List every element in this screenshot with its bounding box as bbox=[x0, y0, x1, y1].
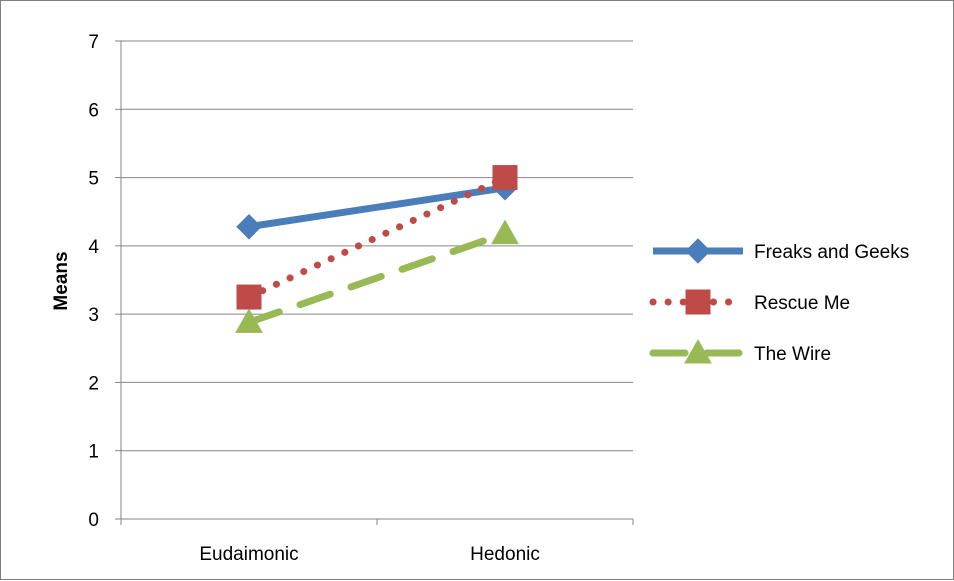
y-tick-label: 3 bbox=[88, 305, 99, 326]
y-tick-label: 7 bbox=[88, 32, 99, 53]
data-point-marker bbox=[491, 219, 519, 245]
y-tick-label: 0 bbox=[88, 510, 99, 531]
series-rescue-me bbox=[236, 165, 518, 310]
y-tick-label: 4 bbox=[88, 237, 99, 258]
legend-label: Rescue Me bbox=[754, 293, 850, 314]
series-lines bbox=[235, 165, 519, 333]
x-tick-label: Eudaimonic bbox=[199, 544, 298, 565]
series-line bbox=[248, 184, 506, 231]
series-the-wire bbox=[235, 219, 519, 333]
data-point-marker bbox=[236, 284, 262, 310]
legend-label: Freaks and Geeks bbox=[754, 242, 909, 263]
legend: Freaks and Geeks Rescue Me The Wire bbox=[649, 238, 909, 365]
data-point-marker bbox=[492, 165, 518, 191]
legend-label: The Wire bbox=[754, 344, 831, 365]
y-axis-title: Means bbox=[51, 251, 72, 310]
x-tick-label: Hedonic bbox=[470, 544, 540, 565]
legend-marker bbox=[685, 289, 711, 315]
y-tick-label: 2 bbox=[88, 373, 99, 394]
legend-item: Freaks and Geeks bbox=[653, 238, 909, 264]
series-line bbox=[245, 174, 509, 301]
series-line bbox=[245, 230, 509, 326]
legend-item: The Wire bbox=[649, 338, 831, 365]
axes: 0 1 2 3 4 5 6 7 Eudaimonic Hedonic bbox=[88, 32, 634, 565]
gridlines bbox=[121, 40, 633, 452]
y-tick-label: 1 bbox=[88, 442, 99, 463]
legend-marker bbox=[684, 338, 712, 364]
data-point-marker bbox=[235, 308, 263, 333]
y-tick-label: 6 bbox=[88, 100, 99, 121]
data-point-marker bbox=[236, 214, 262, 240]
series-freaks-and-geeks bbox=[236, 175, 518, 240]
legend-item: Rescue Me bbox=[649, 289, 850, 315]
legend-marker bbox=[685, 238, 711, 264]
y-tick-label: 5 bbox=[88, 169, 99, 190]
